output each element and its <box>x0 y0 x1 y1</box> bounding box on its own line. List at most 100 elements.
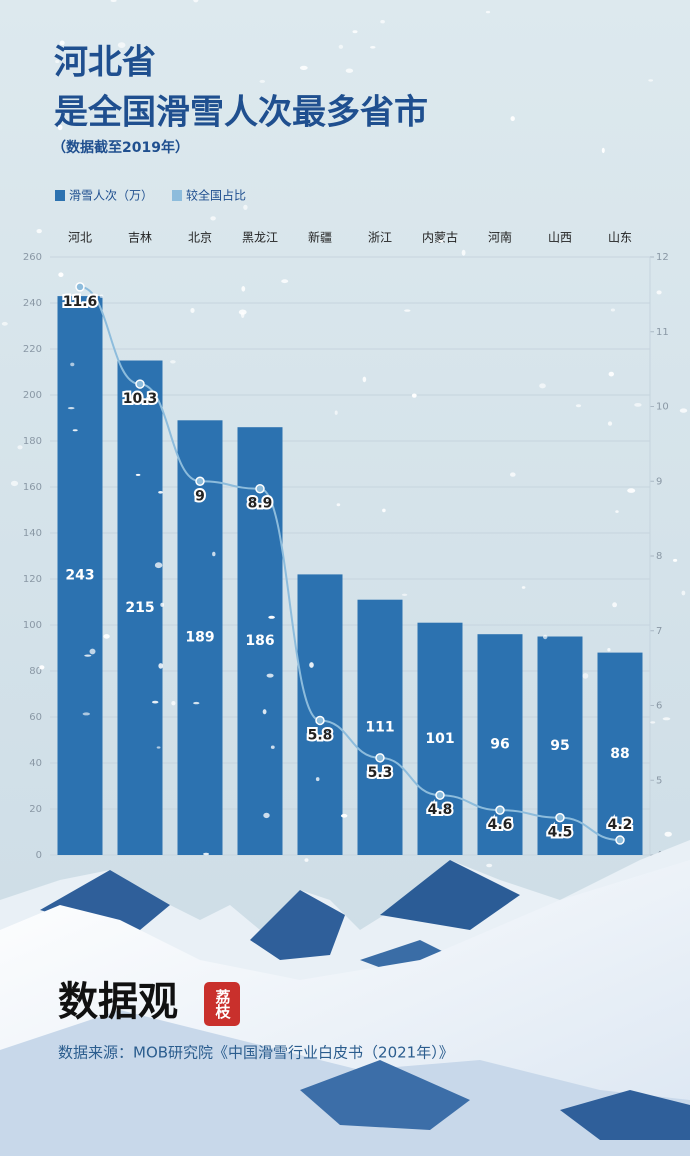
snowflake <box>135 473 141 476</box>
y-tick-label: 100 <box>23 620 42 631</box>
snowflake <box>627 488 636 493</box>
snowflake <box>158 663 163 669</box>
line-point <box>375 753 385 763</box>
snowflake <box>634 403 642 407</box>
snowflake <box>380 20 385 24</box>
snowflake <box>212 551 216 557</box>
line-label: 11.6 <box>63 294 98 310</box>
subtitle: （数据截至2019年） <box>52 139 189 156</box>
snowflake <box>539 383 546 389</box>
snowflake <box>679 408 688 413</box>
y-tick-label: 60 <box>29 712 42 723</box>
bar <box>357 599 403 855</box>
snowflake <box>238 309 247 315</box>
legend-label: 滑雪人次（万） <box>69 189 153 203</box>
y-tick-label: 140 <box>23 528 42 539</box>
line-point <box>135 379 145 389</box>
snowflake <box>382 508 386 513</box>
bar-label: 111 <box>365 719 394 735</box>
y-tick-label: 120 <box>23 574 42 585</box>
snowflake <box>57 124 63 131</box>
snowflake <box>662 717 671 721</box>
snowflake <box>309 662 314 668</box>
snowflake <box>203 852 210 856</box>
snowflake <box>411 393 417 398</box>
snowflake <box>190 308 195 313</box>
snowflake <box>486 863 493 868</box>
line-label: 8.9 <box>248 496 273 512</box>
bar-label: 186 <box>245 633 274 649</box>
legend-swatch <box>172 190 182 201</box>
snowflake <box>99 294 104 298</box>
snow <box>1 0 688 868</box>
snowflake <box>401 593 408 596</box>
snowflake <box>352 30 358 34</box>
y2-tick-label: 5 <box>656 775 662 786</box>
brand: 数据观 <box>58 979 178 1025</box>
legend: 滑雪人次（万） 较全国占比 <box>55 188 246 203</box>
y2-tick-label: 7 <box>656 626 662 637</box>
snowflake <box>84 654 92 657</box>
snowflake <box>510 116 515 122</box>
y-tick-label: 0 <box>36 850 42 861</box>
snowflake <box>55 59 60 64</box>
snowflake <box>10 480 19 487</box>
y-tick-label: 240 <box>23 298 42 309</box>
y-tick-label: 200 <box>23 390 42 401</box>
snowflake <box>152 700 159 704</box>
snowflake <box>89 648 96 655</box>
snowflake <box>82 712 91 716</box>
line-label: 5.8 <box>308 727 333 743</box>
snowflake <box>612 602 617 608</box>
line-point <box>435 790 445 800</box>
bar-label: 88 <box>610 746 629 762</box>
line-point <box>75 282 85 292</box>
snowflake <box>336 503 341 507</box>
bar-label: 215 <box>125 600 154 616</box>
snowflake <box>241 286 246 292</box>
source: 数据来源：MOB研究院《中国滑雪行业白皮书（2021年）》 <box>58 1044 454 1062</box>
title-line: 是全国滑雪人次最多省市 <box>54 93 428 133</box>
line-point <box>555 812 565 823</box>
snowflake <box>281 279 289 284</box>
snowflake <box>521 586 526 589</box>
bar <box>477 634 523 855</box>
snowflake <box>650 721 656 724</box>
snowflake <box>210 216 216 221</box>
bar <box>117 360 163 855</box>
x-tick-label: 黑龙江 <box>242 231 278 245</box>
legend-label: 较全国占比 <box>186 188 246 203</box>
line-point <box>495 805 505 815</box>
snowflake <box>103 634 110 639</box>
snowflake <box>345 68 354 73</box>
bar <box>417 622 463 855</box>
snowflake <box>154 562 163 569</box>
bar-label: 95 <box>550 738 569 754</box>
legend-swatch <box>55 190 65 201</box>
snowflake <box>36 229 42 234</box>
y-tick-label: 260 <box>23 252 42 263</box>
snowflake <box>656 290 662 295</box>
x-tick-label: 新疆 <box>308 230 332 245</box>
y-tick-label: 40 <box>29 758 42 769</box>
y2-tick-label: 11 <box>656 327 669 338</box>
line-label: 10.3 <box>123 391 158 407</box>
snowflake <box>39 665 45 670</box>
snowflake <box>615 510 619 513</box>
y-tick-label: 20 <box>29 804 42 815</box>
snowflake <box>607 421 613 426</box>
bar-label: 189 <box>185 630 214 646</box>
x-tick-label: 北京 <box>188 231 212 245</box>
line-point <box>615 835 625 845</box>
snowflake <box>648 79 654 82</box>
snowflake <box>315 777 320 782</box>
snowflake <box>601 147 605 154</box>
snowflake <box>299 65 308 70</box>
title-line: 河北省 <box>54 43 156 83</box>
snowflake <box>575 404 582 408</box>
bar-label: 101 <box>425 731 454 747</box>
snowflake <box>110 0 117 2</box>
bar-label: 96 <box>490 737 509 753</box>
bar <box>597 652 643 855</box>
